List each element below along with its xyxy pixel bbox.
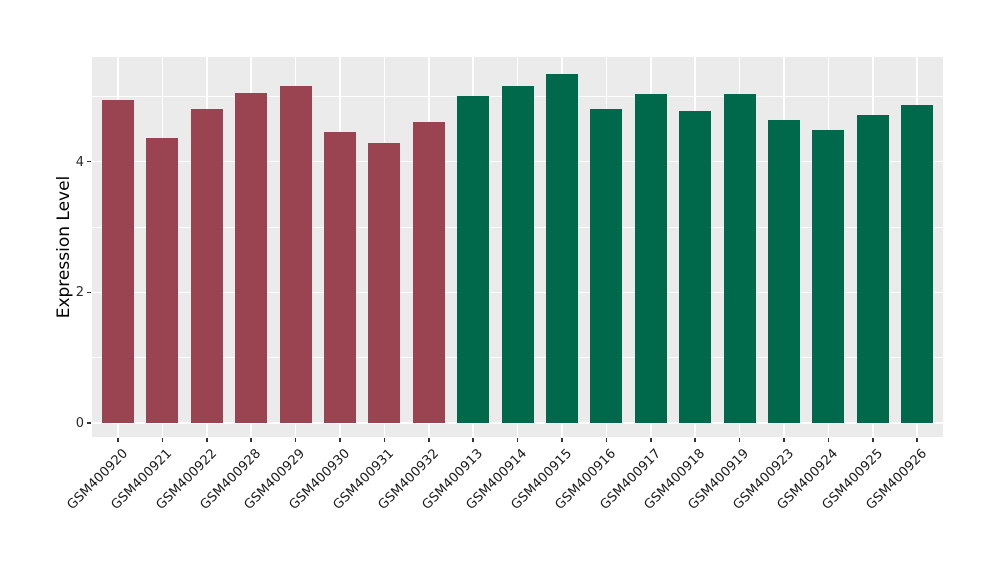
bar [235, 92, 268, 423]
bar [723, 93, 756, 423]
bar [590, 108, 623, 423]
bar [368, 143, 401, 423]
y-tick-label: 0 [75, 416, 84, 431]
bar [279, 85, 312, 423]
bar [146, 138, 179, 423]
x-tick-mark [561, 438, 563, 442]
bar [812, 130, 845, 423]
y-tick-mark [87, 422, 91, 424]
y-axis-title: Expression Level [54, 175, 74, 319]
x-tick-mark [206, 438, 208, 442]
x-tick-mark [383, 438, 386, 442]
x-tick-mark [827, 438, 830, 442]
bar [768, 119, 800, 423]
x-tick-mark [872, 438, 874, 442]
x-tick-mark [738, 438, 741, 442]
x-tick-mark [783, 438, 785, 442]
bar [190, 109, 223, 423]
y-tick-mark [87, 291, 91, 294]
x-tick-mark [472, 438, 474, 442]
bar [102, 99, 134, 423]
y-tick-label: 2 [75, 285, 84, 301]
x-tick-mark [650, 438, 652, 442]
bar [856, 115, 889, 423]
bar [546, 74, 578, 423]
x-tick-mark [294, 438, 297, 442]
x-tick-mark [694, 438, 696, 442]
bar [324, 132, 356, 423]
x-tick-mark [117, 438, 119, 442]
bar [901, 105, 934, 423]
bar [412, 121, 445, 423]
bar [634, 94, 667, 423]
x-tick-mark [339, 438, 341, 442]
x-tick-mark [516, 438, 519, 442]
plot-panel [92, 57, 943, 437]
x-tick-mark [250, 438, 252, 442]
y-tick-mark [87, 160, 91, 163]
bar [679, 110, 712, 423]
bar [501, 85, 534, 423]
bar [457, 96, 490, 423]
y-tick-label: 4 [75, 154, 84, 170]
x-tick-mark [161, 438, 164, 442]
x-tick-mark [605, 438, 608, 442]
x-tick-mark [428, 438, 430, 442]
x-tick-mark [916, 438, 918, 442]
